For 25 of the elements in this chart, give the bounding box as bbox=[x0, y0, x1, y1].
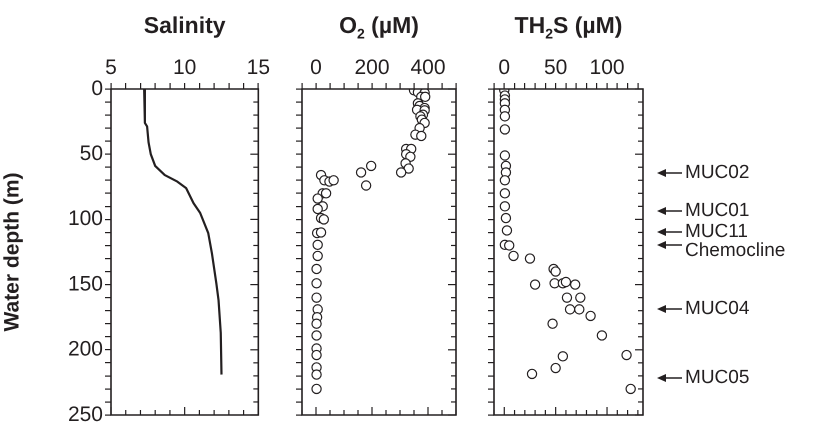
chart-title: O$_{2}$ (µM) bbox=[339, 12, 419, 42]
y-tick-label: 100 bbox=[68, 207, 103, 230]
chart-title: TH$_{2}$S (µM) bbox=[514, 12, 622, 42]
x-tick-label: 0 bbox=[498, 56, 510, 80]
x-tick-label: 100 bbox=[590, 56, 625, 80]
text: MUC04 bbox=[685, 298, 750, 319]
x-tick-label: 50 bbox=[544, 56, 568, 80]
text: MUC11 bbox=[685, 221, 748, 242]
x-tick-label: 5 bbox=[105, 56, 117, 80]
text: MUC02 bbox=[685, 162, 750, 183]
text: MUC01 bbox=[685, 200, 750, 221]
x-tick-label: 200 bbox=[354, 56, 390, 80]
y-tick-label: 50 bbox=[80, 142, 103, 165]
text: MUC05 bbox=[685, 367, 750, 388]
chart-title: Salinity bbox=[144, 12, 226, 39]
text: Chemocline bbox=[685, 240, 786, 261]
x-tick-label: 10 bbox=[172, 56, 196, 80]
y-tick-label: 0 bbox=[91, 76, 103, 100]
y-tick-label: 250 bbox=[68, 402, 103, 426]
y-axis-title: Water depth (m) bbox=[0, 172, 24, 332]
x-tick-label: 400 bbox=[410, 56, 446, 80]
x-tick-label: 15 bbox=[246, 56, 270, 80]
y-tick-label: 150 bbox=[68, 272, 103, 296]
x-tick-label: 0 bbox=[310, 56, 322, 80]
y-tick-label: 200 bbox=[68, 338, 103, 361]
